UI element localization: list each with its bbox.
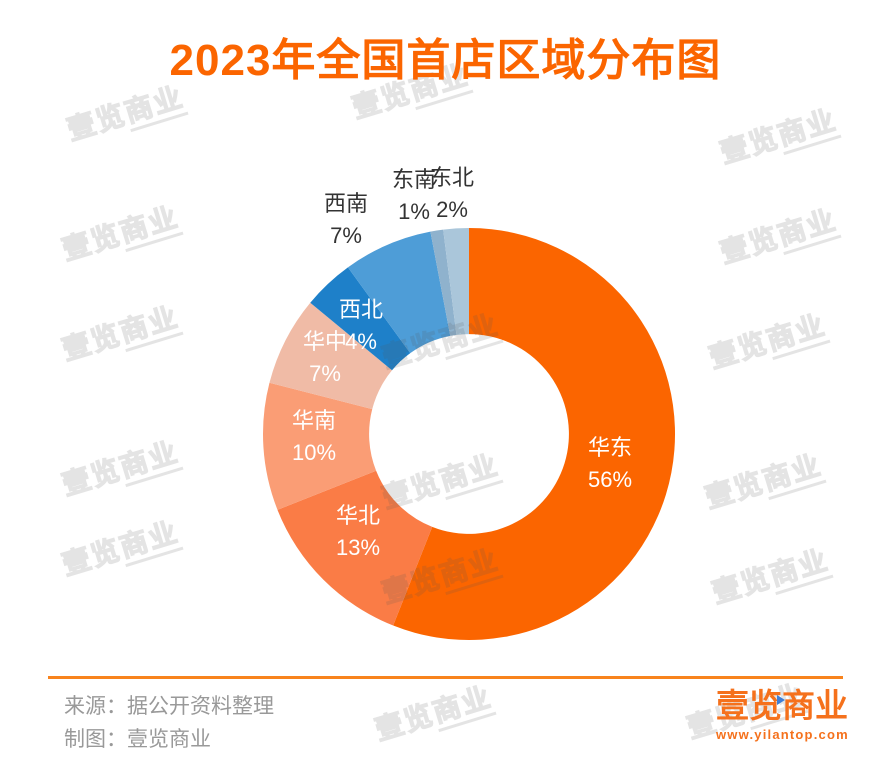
- brand-logo-text: 壹览商业: [716, 687, 848, 724]
- page-title: 2023年全国首店区域分布图: [169, 36, 722, 85]
- brand-logo: 壹览商业 www.yilantop.com: [716, 687, 849, 743]
- footer-divider: [48, 676, 843, 679]
- pie-slice-华中: [269, 302, 393, 410]
- brand-url: www.yilantop.com: [716, 727, 849, 742]
- pie-slice-东南: [430, 229, 457, 336]
- credit-text: 制图：壹览商业: [64, 728, 211, 751]
- pie-slice-西南: [347, 231, 451, 354]
- source-text: 来源：据公开资料整理: [64, 695, 274, 718]
- pie-slice-华北: [277, 470, 433, 626]
- pie-slice-东北: [443, 228, 469, 335]
- pie-slice-华东: [393, 228, 676, 641]
- logo-triangle-icon: [777, 695, 785, 705]
- pie-slice-华南: [263, 382, 377, 510]
- pie-slice-西北: [310, 267, 411, 371]
